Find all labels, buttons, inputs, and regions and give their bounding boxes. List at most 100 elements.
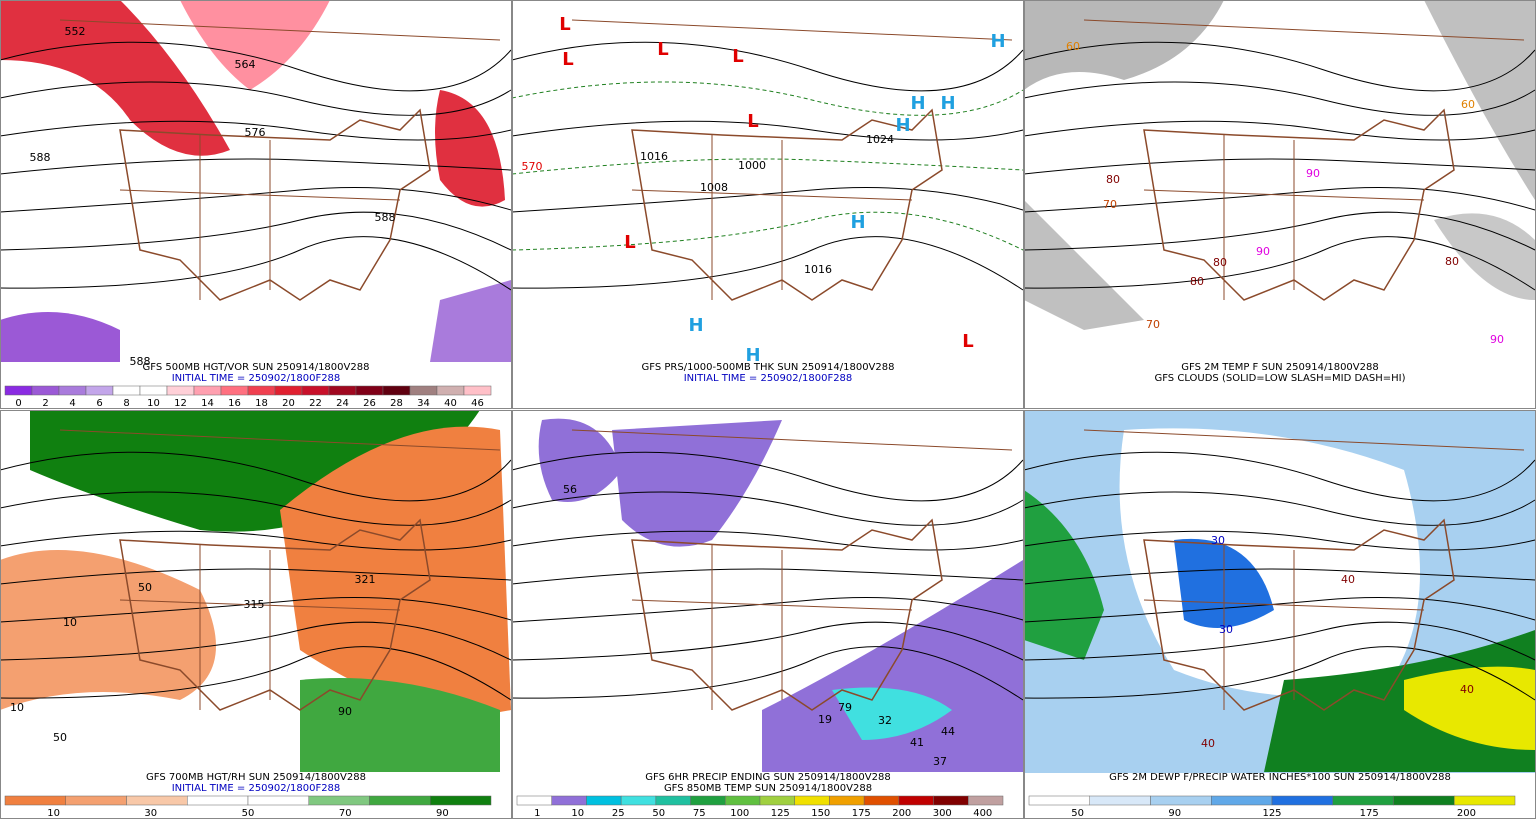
panel-border (512, 0, 1024, 409)
caption: GFS 2M DEWP F/PRECIP WATER INCHES*100 SU… (1109, 772, 1451, 783)
colorbar-swatch (551, 795, 587, 806)
panel: GFS 700MB HGT/RH SUN 250914/1800V288INIT… (0, 410, 512, 819)
colorbar-swatch (1150, 795, 1212, 806)
colorbar-label: 2 (42, 398, 48, 409)
colorbar-swatch (759, 795, 795, 806)
map-label: 564 (235, 58, 256, 71)
colorbar-swatch (193, 385, 222, 396)
contour (511, 621, 1024, 661)
colorbar-swatch (382, 385, 411, 396)
colorbar-label: 16 (228, 398, 241, 409)
shaded-region (435, 90, 505, 207)
colorbar-swatch (1454, 795, 1516, 806)
colorbar-label: 10 (47, 808, 60, 819)
colorbar-label: 75 (693, 808, 706, 819)
contour (0, 81, 512, 116)
colorbar-label: 300 (933, 808, 952, 819)
colorbar-swatch (308, 795, 370, 806)
map-label: 70 (1103, 198, 1117, 211)
colorbar-swatch (463, 385, 492, 396)
shaded-region (430, 280, 511, 362)
colorbar-swatch (436, 385, 465, 396)
colorbar-swatch (301, 385, 330, 396)
colorbar-swatch (355, 385, 384, 396)
contour (1023, 81, 1536, 116)
political-boundary (631, 108, 943, 301)
map-label: H (910, 93, 925, 114)
contour (511, 187, 1024, 213)
caption: INITIAL TIME = 250902/1800F288 (172, 373, 341, 384)
contour (1023, 187, 1536, 213)
colorbar-swatch (898, 795, 934, 806)
contour (0, 120, 512, 141)
map-label: 1000 (738, 159, 766, 172)
contour (511, 81, 1024, 116)
colorbar-swatch (112, 385, 141, 396)
colorbar-label: 8 (123, 398, 129, 409)
colorbar-label: 50 (652, 808, 665, 819)
colorbar-label: 150 (811, 808, 830, 819)
map-label: H (895, 115, 910, 136)
contour (1023, 646, 1536, 701)
map-label: 90 (338, 705, 352, 718)
contour (0, 568, 512, 585)
colorbar-label: 10 (571, 808, 584, 819)
map-label: 80 (1190, 275, 1204, 288)
colorbar-swatch (4, 385, 33, 396)
map-label: 1008 (700, 181, 728, 194)
map-label: 30 (1211, 534, 1225, 547)
contour (511, 491, 1024, 526)
colorbar-swatch (516, 795, 552, 806)
colorbar-swatch (4, 795, 66, 806)
caption: GFS 850MB TEMP SUN 250914/1800V288 (664, 783, 872, 794)
colorbar-swatch (1089, 795, 1151, 806)
map-label: 60 (1461, 98, 1475, 111)
shaded-region (1424, 0, 1535, 200)
colorbar-swatch (139, 385, 168, 396)
caption: GFS 2M TEMP F SUN 250914/1800V288 (1181, 362, 1378, 373)
map-label: 19 (818, 713, 832, 726)
contour (0, 211, 512, 251)
map-label: 50 (53, 731, 67, 744)
colorbar-swatch (829, 795, 865, 806)
colorbar-label: 400 (973, 808, 992, 819)
shaded-region (612, 420, 782, 547)
political-boundary (119, 518, 431, 711)
contour (511, 568, 1024, 585)
contour (1023, 597, 1536, 623)
map-label: 40 (1341, 573, 1355, 586)
colorbar-label: 40 (444, 398, 457, 409)
colorbar-label: 10 (147, 398, 160, 409)
caption: GFS CLOUDS (SOLID=LOW SLASH=MID DASH=HI) (1154, 373, 1405, 384)
contour (0, 530, 512, 551)
political-boundary (1083, 19, 1525, 300)
map-label: 80 (1213, 256, 1227, 269)
colorbar-label: 24 (336, 398, 349, 409)
contour (511, 646, 1024, 701)
map-label: 37 (933, 755, 947, 768)
caption: INITIAL TIME = 250902/1800F288 (172, 783, 341, 794)
colorbar-swatch (586, 795, 622, 806)
colorbar-swatch (247, 385, 276, 396)
shaded-region (1024, 200, 1144, 330)
contour (0, 236, 512, 291)
colorbar-swatch (220, 385, 249, 396)
colorbar-swatch (369, 795, 431, 806)
shaded-region (280, 426, 511, 714)
contour (0, 646, 512, 701)
shaded-region (0, 0, 230, 156)
colorbar-swatch (187, 795, 249, 806)
caption: GFS 6HR PRECIP ENDING SUN 250914/1800V28… (645, 772, 890, 783)
panel: GFS 500MB HGT/VOR SUN 250914/1800V288INI… (0, 0, 512, 409)
contour (1023, 451, 1536, 502)
contour (0, 41, 512, 92)
shaded-region (1404, 666, 1535, 750)
contour (0, 597, 512, 623)
colorbar-swatch (933, 795, 969, 806)
map-label: L (747, 111, 758, 132)
map-label: 30 (1219, 623, 1233, 636)
colorbar-swatch (31, 385, 60, 396)
political-boundary (1143, 108, 1455, 301)
